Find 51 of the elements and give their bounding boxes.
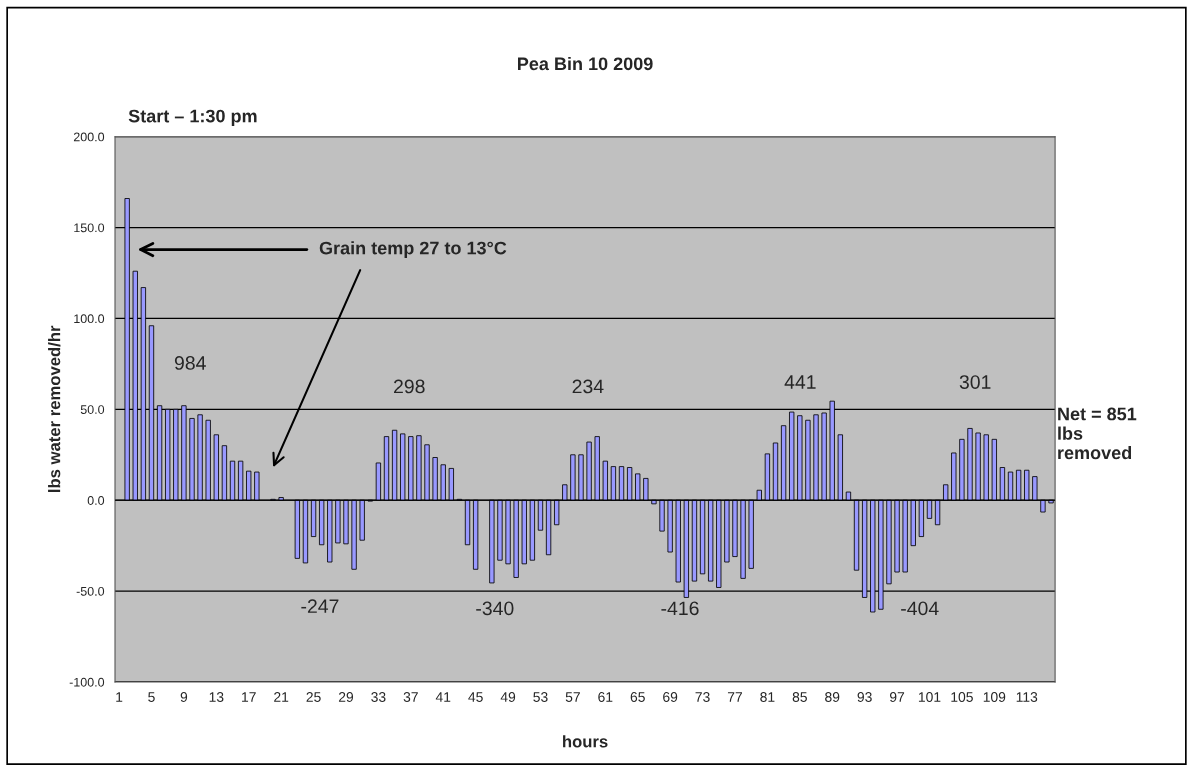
x-tick-label: 25 [306,692,321,702]
x-tick-label: 85 [792,692,807,702]
x-tick-label: 77 [727,692,742,702]
x-tick-label: 69 [663,692,678,702]
annotation: 441 [784,375,816,389]
x-tick-label: 97 [889,692,905,702]
text: Net = 851 lbs removed [1058,407,1137,460]
annotation: 301 [959,375,991,389]
x-tick-label: 93 [857,692,872,702]
y-tick-label: 150.0 [74,223,105,233]
x-tick-label: 61 [598,692,613,702]
annotation: 234 [572,379,604,394]
x-tick-label: 109 [983,692,1006,702]
x-tick-label: 29 [338,692,354,702]
y-tick-label: 100.0 [74,314,105,324]
x-tick-label: 101 [918,692,941,702]
x-tick-label: 105 [951,692,973,702]
annotation: -340 [476,601,514,616]
x-tick-label: 73 [695,692,710,702]
x-tick-label: 113 [1016,692,1038,702]
annotation: 984 [174,356,206,370]
x-tick-label: 89 [825,692,840,702]
x-tick-label: 1 [116,692,123,702]
y-tick-label: -50.0 [76,586,105,596]
y-tick-label: 0.0 [87,496,105,505]
annotation: 298 [394,379,425,394]
x-tick-label: 17 [242,692,256,702]
x-tick-label: 13 [209,692,224,702]
x-tick-label: 33 [371,692,386,702]
y-tick-label: 50.0 [80,405,105,414]
annotation: -416 [661,601,699,616]
x-tick-label: 57 [565,692,580,702]
x-tick-label: 37 [403,692,418,702]
x-tick-label: 21 [274,692,289,702]
x-tick-label: 9 [180,692,188,702]
annotation: Grain temp 27 to 13°C [319,241,507,258]
y-tick-label: 200.0 [73,132,105,142]
x-tick-label: 65 [630,692,645,702]
annotation: -404 [901,601,939,616]
x-axis-title: hours [563,735,608,748]
x-tick-label: 45 [468,692,483,702]
chart-title: Pea Bin 10 2009 [518,56,653,71]
x-tick-label: 41 [435,692,451,702]
annotation: -247 [301,599,339,613]
x-tick-label: 81 [760,692,775,702]
x-tick-label: 49 [500,692,516,702]
text: Start – 1:30 pm [128,109,257,127]
y-tick-label: -100.0 [69,677,105,687]
y-axis-title: lbs water removed/hr [48,325,61,492]
x-tick-label: 53 [533,692,548,702]
x-tick-label: 5 [148,692,155,702]
